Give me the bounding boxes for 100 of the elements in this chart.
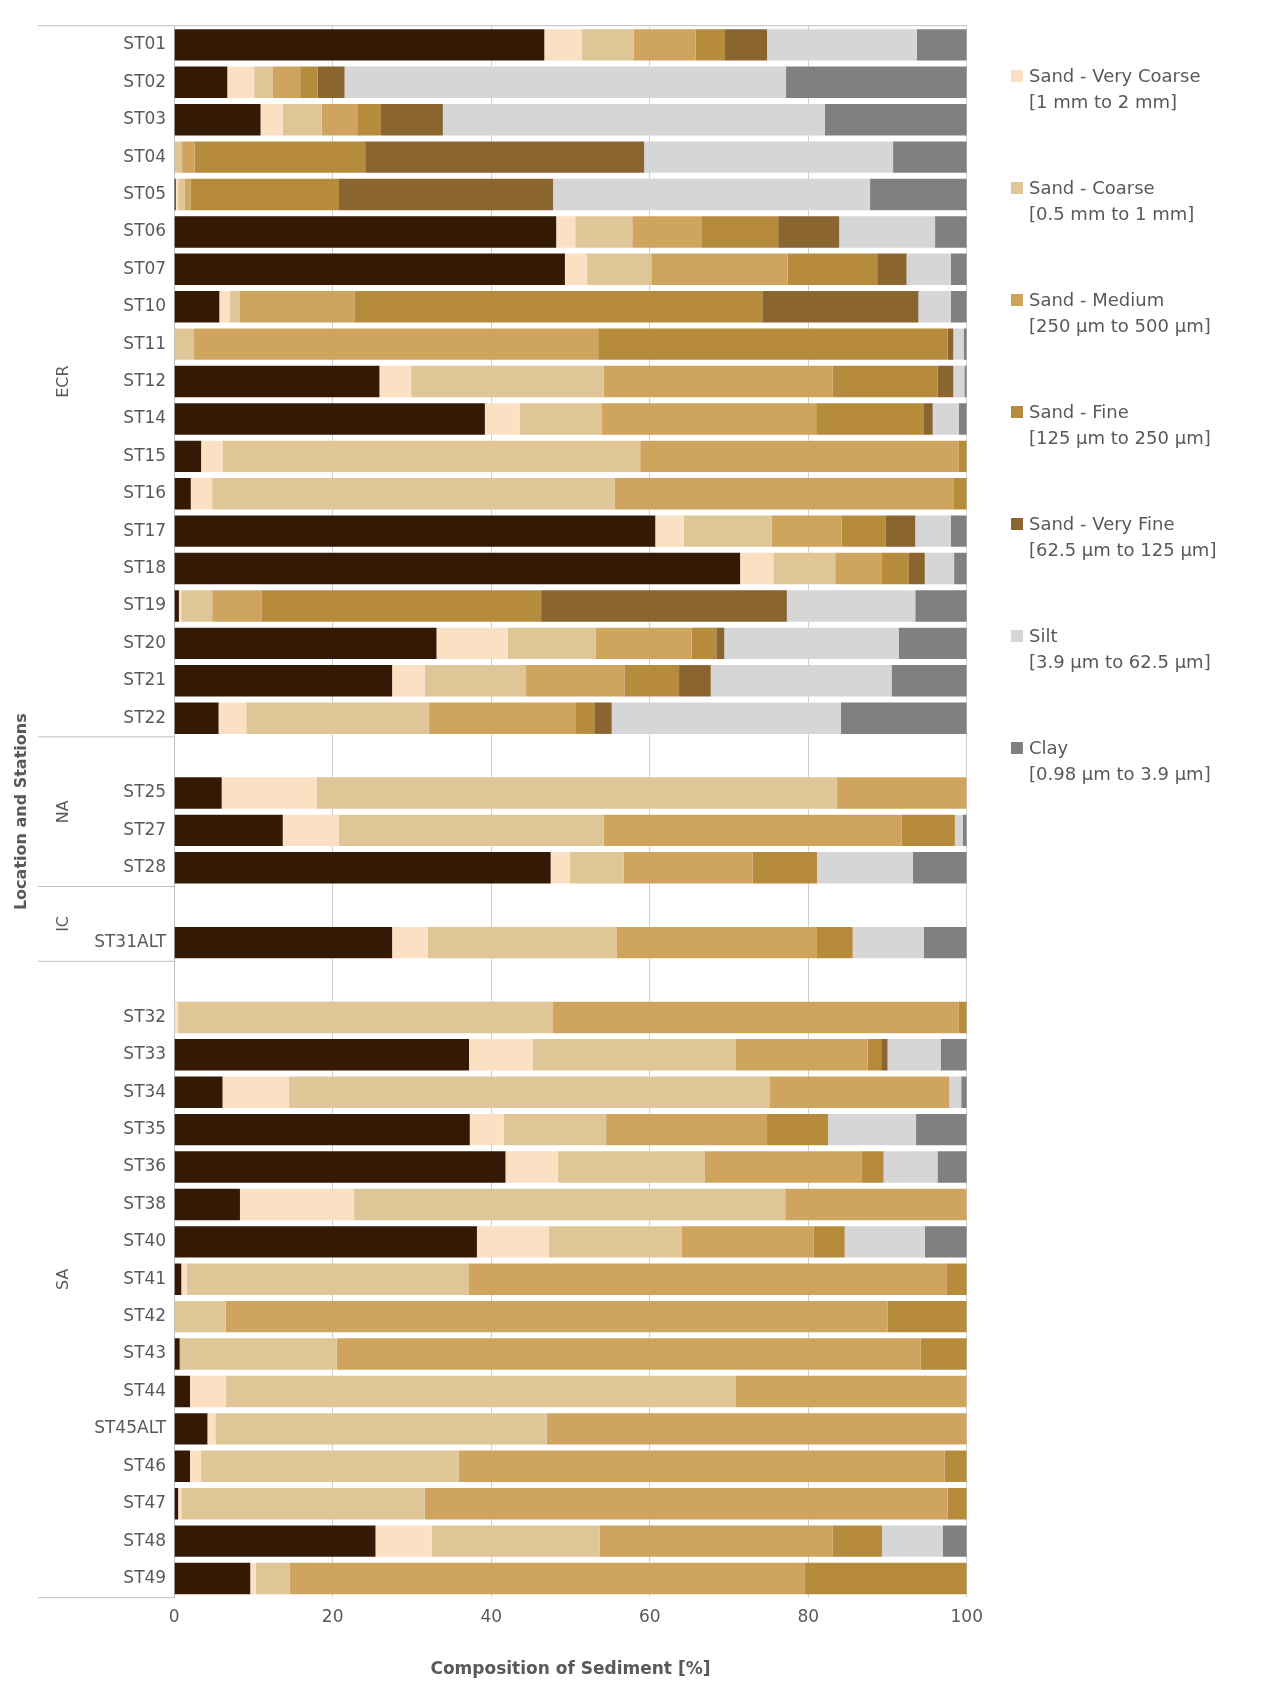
bar	[503, 1113, 607, 1146]
bar	[599, 1525, 833, 1557]
bar	[174, 1375, 190, 1408]
bar	[316, 777, 837, 809]
bar	[594, 702, 612, 734]
bar	[321, 104, 358, 136]
y-tick-label: ST17	[123, 519, 167, 540]
bar	[190, 1450, 202, 1482]
bar	[824, 104, 967, 136]
bar	[178, 1001, 554, 1034]
bar	[769, 1076, 950, 1108]
y-tick-label: ST48	[123, 1529, 167, 1550]
bar	[906, 253, 951, 286]
bar	[272, 66, 301, 99]
bar	[255, 1562, 290, 1595]
bar	[701, 216, 779, 248]
bar	[953, 478, 967, 510]
bar	[519, 403, 602, 435]
bar	[901, 814, 955, 847]
bar	[953, 328, 964, 360]
bar	[424, 665, 527, 697]
y-tick-label: ST31ALT	[94, 931, 167, 952]
bar	[411, 365, 604, 398]
bar	[174, 253, 565, 286]
bar	[174, 702, 219, 734]
bar	[844, 1226, 925, 1258]
bar	[752, 852, 817, 884]
bar	[225, 1375, 736, 1408]
bar	[681, 1226, 814, 1258]
bar	[651, 253, 788, 286]
y-tick-label: ST25	[123, 781, 167, 802]
bar	[178, 1487, 182, 1520]
bar	[174, 328, 194, 360]
bar	[839, 216, 936, 248]
bar	[950, 515, 967, 547]
bar	[174, 852, 551, 884]
bar	[953, 365, 965, 398]
bar	[606, 1113, 768, 1146]
bar	[469, 1113, 504, 1146]
bar	[861, 1151, 884, 1183]
bar	[587, 253, 652, 286]
bar	[785, 1188, 967, 1221]
x-tick-label: 20	[321, 1605, 344, 1626]
bar	[174, 365, 380, 398]
y-tick-label: ST05	[123, 182, 167, 203]
legend-label: Silt [3.9 µm to 62.5 µm]	[1029, 625, 1211, 672]
bar	[174, 1188, 240, 1221]
bar	[174, 1039, 470, 1071]
bar	[261, 590, 542, 622]
bar	[174, 1413, 208, 1445]
bar	[908, 552, 925, 585]
bar	[836, 777, 967, 809]
bar	[300, 66, 318, 99]
bar	[632, 216, 702, 248]
bar	[174, 291, 220, 323]
bar	[505, 1151, 558, 1183]
bar	[239, 291, 355, 323]
bar	[716, 627, 725, 660]
bar	[915, 515, 951, 547]
bar	[339, 178, 554, 211]
bar	[569, 852, 624, 884]
bar	[225, 1300, 888, 1333]
y-tick-label: ST03	[123, 108, 167, 129]
bar	[174, 1076, 223, 1108]
y-tick-label: ST35	[123, 1118, 167, 1139]
bar	[616, 926, 817, 959]
y-tick-label: ST02	[123, 70, 167, 91]
bar	[339, 814, 604, 847]
y-tick-label: ST15	[123, 444, 167, 465]
bar	[835, 552, 882, 585]
bar	[317, 66, 345, 99]
bar	[581, 29, 634, 61]
y-tick-label: ST38	[123, 1192, 167, 1213]
y-tick-label: ST33	[123, 1043, 167, 1064]
bar	[640, 440, 959, 473]
bar	[947, 1487, 967, 1520]
bar	[762, 291, 919, 323]
bar	[207, 1413, 216, 1445]
bar	[174, 1226, 477, 1258]
bar	[891, 665, 967, 697]
bar	[379, 365, 412, 398]
bar	[289, 1562, 805, 1595]
bar	[683, 515, 772, 547]
bar	[655, 515, 684, 547]
bar	[883, 1151, 938, 1183]
bar	[564, 253, 588, 286]
bar	[190, 478, 213, 510]
bar	[546, 1413, 967, 1445]
bar	[193, 328, 599, 360]
bar	[174, 590, 179, 622]
bar	[181, 1263, 187, 1295]
bar	[786, 66, 967, 99]
bar	[778, 216, 840, 248]
bar	[186, 1263, 470, 1295]
bar	[428, 702, 577, 734]
bar	[392, 665, 425, 697]
bar	[289, 1076, 770, 1108]
bar	[735, 1039, 868, 1071]
bar	[595, 627, 692, 660]
bar	[174, 1113, 470, 1146]
